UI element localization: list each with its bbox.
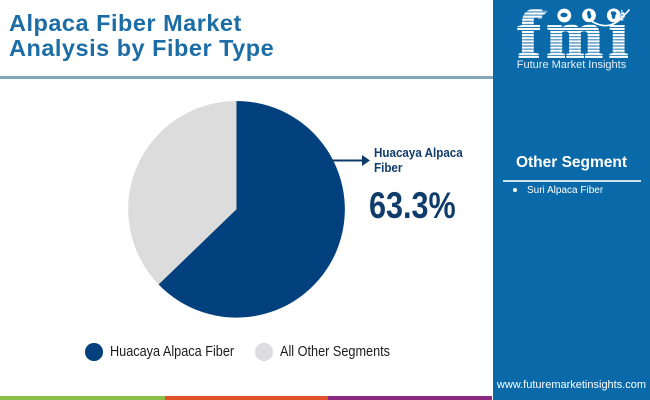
svg-text:fmi: fmi	[518, 0, 634, 72]
svg-text:Future Market Insights: Future Market Insights	[517, 59, 627, 71]
